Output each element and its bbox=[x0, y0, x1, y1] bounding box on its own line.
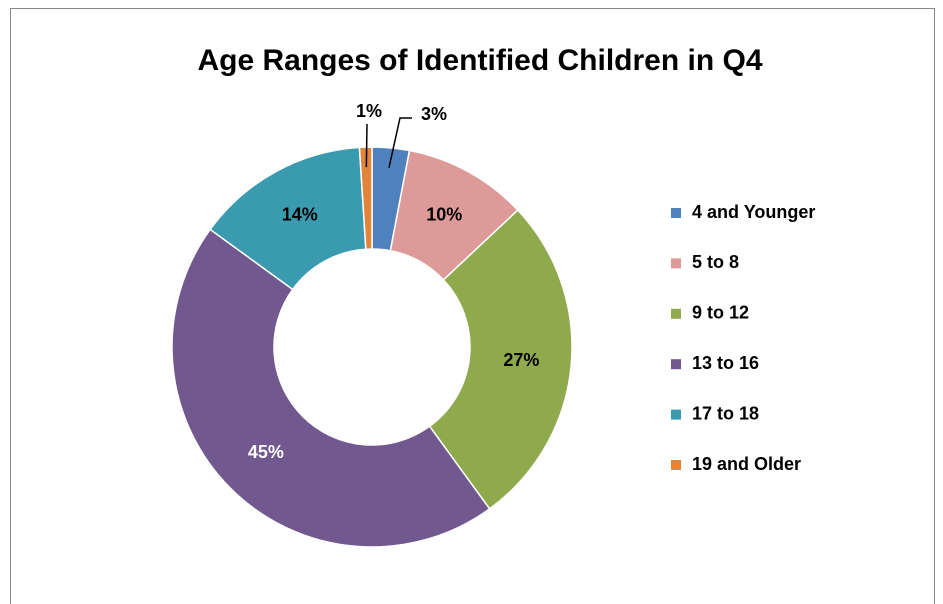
donut-slice bbox=[358, 146, 373, 250]
legend-label: 13 to 16 bbox=[692, 353, 759, 373]
leader-line bbox=[388, 117, 412, 168]
donut-slice bbox=[171, 228, 491, 548]
legend-swatch bbox=[671, 460, 681, 470]
legend-label: 4 and Younger bbox=[692, 202, 815, 222]
legend-swatch bbox=[671, 258, 681, 269]
legend-swatch bbox=[671, 409, 681, 420]
legend-label: 9 to 12 bbox=[692, 303, 749, 323]
chart-title: Age Ranges of Identified Children in Q4 bbox=[197, 44, 762, 77]
data-label: 45% bbox=[248, 442, 284, 462]
legend-label: 5 to 8 bbox=[692, 252, 739, 272]
legend-swatch bbox=[671, 208, 681, 218]
legend-swatch bbox=[671, 308, 681, 319]
data-label: 27% bbox=[503, 350, 539, 370]
legend-label: 17 to 18 bbox=[692, 403, 759, 423]
leader-line bbox=[365, 123, 368, 168]
data-label: 3% bbox=[421, 104, 447, 124]
data-label: 1% bbox=[356, 101, 382, 121]
legend-label: 19 and Older bbox=[692, 454, 801, 474]
legend-swatch bbox=[671, 359, 681, 370]
data-label: 14% bbox=[282, 204, 318, 224]
donut-slice bbox=[428, 209, 573, 510]
data-label: 10% bbox=[426, 204, 462, 224]
